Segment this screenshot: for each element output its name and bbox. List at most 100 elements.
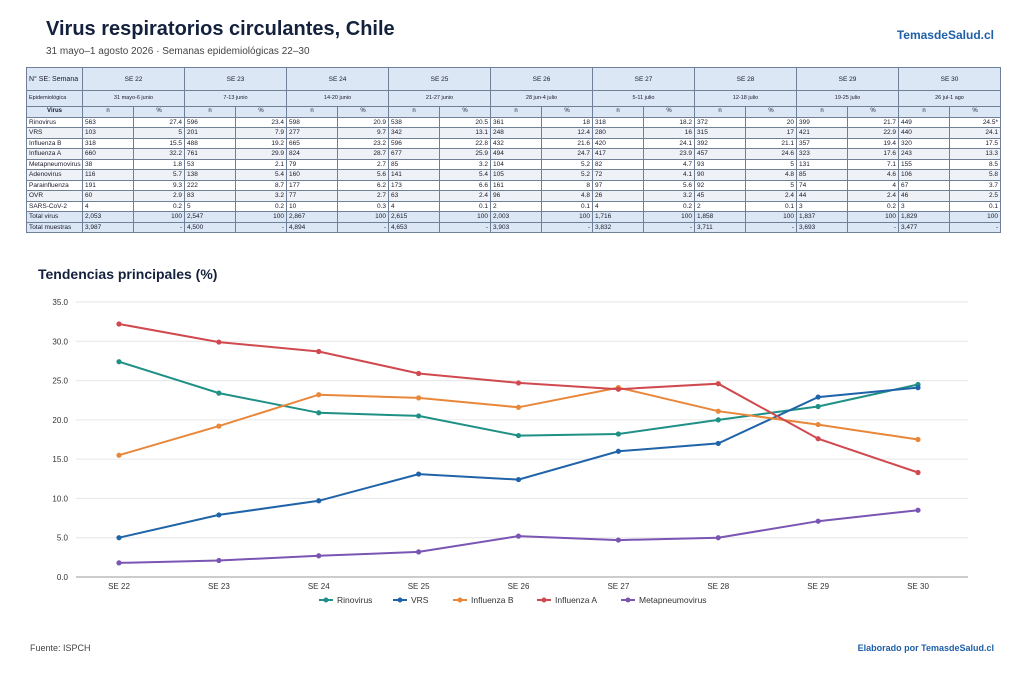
table-cell: 596 — [388, 137, 440, 149]
table-cell: 1,829 — [898, 211, 950, 223]
table-cell: 24.1 — [643, 137, 695, 149]
table-cell: 243 — [898, 148, 950, 160]
table-cell: 2.4 — [745, 190, 797, 202]
table-header-pct: % — [439, 106, 491, 118]
table-header-pct: % — [235, 106, 287, 118]
table-cell: 761 — [184, 148, 236, 160]
table-cell: 13.3 — [949, 148, 1001, 160]
table-cell: 5.6 — [643, 179, 695, 191]
table-cell: 24.7 — [541, 148, 593, 160]
table-cell: 2 — [694, 200, 746, 212]
table-cell: - — [643, 221, 695, 233]
table-header-week: SE 30 — [898, 67, 1001, 91]
table-cell: 440 — [898, 127, 950, 139]
table-cell: 105 — [490, 169, 542, 181]
table-cell: 320 — [898, 137, 950, 149]
table-cell: 4,894 — [286, 221, 338, 233]
page-subtitle: 31 mayo–1 agosto 2026 · Semanas epidemio… — [46, 46, 310, 57]
x-tick-label: SE 27 — [607, 582, 629, 591]
table-header-epi-label: Epidemiológica — [26, 90, 83, 107]
virus-name: VRS — [26, 127, 83, 139]
table-cell: 1.8 — [133, 158, 185, 170]
data-point — [116, 560, 122, 566]
table-header-pct: % — [847, 106, 899, 118]
table-cell: 104 — [490, 158, 542, 170]
table-cell: 100 — [337, 211, 389, 223]
table-header-pct: % — [643, 106, 695, 118]
table-cell: 0.2 — [847, 200, 899, 212]
table-header-virus-label: Virus — [26, 106, 83, 118]
virus-name: Rinovirus — [26, 116, 83, 128]
table-cell: 26 — [592, 190, 644, 202]
data-point — [615, 537, 621, 543]
table-row: Rinovirus 563 27.4 596 23.4 598 20.9 538 20.5 361… — [26, 116, 1001, 128]
table-cell: 0.2 — [235, 200, 287, 212]
table-header-week: SE 25 — [388, 67, 491, 91]
table-row: OVR 60 2.9 83 3.2 77 2.7 63 2.4 96 4.8 26 3.2 45 2.4 44… — [26, 190, 1001, 202]
y-tick-label: 25.0 — [52, 377, 68, 386]
data-point — [615, 448, 621, 454]
table-cell: 0.1 — [949, 200, 1001, 212]
table-cell: 660 — [82, 148, 134, 160]
table-cell: 100 — [949, 211, 1001, 223]
legend-marker — [457, 597, 463, 603]
data-point — [915, 469, 921, 476]
table-header-n: n — [694, 106, 746, 118]
data-point — [316, 410, 322, 416]
table-cell: 248 — [490, 127, 542, 139]
legend-marker — [323, 597, 329, 603]
table-cell: 7.9 — [235, 127, 287, 139]
table-cell: 100 — [745, 211, 797, 223]
table-cell: 3,832 — [592, 221, 644, 233]
table-cell: 18 — [541, 116, 593, 128]
data-point — [216, 557, 222, 564]
table-cell: 6.2 — [337, 179, 389, 191]
table-cell: 5.4 — [439, 169, 491, 181]
table-cell: 420 — [592, 137, 644, 149]
table-cell: 100 — [643, 211, 695, 223]
table-cell: 318 — [82, 137, 134, 149]
table-cell: 21.1 — [745, 137, 797, 149]
page-title: Virus respiratorios circulantes, Chile — [46, 18, 395, 40]
table-cell: 342 — [388, 127, 440, 139]
table-cell: - — [235, 221, 287, 233]
table-cell: 0.1 — [745, 200, 797, 212]
table-cell: 74 — [796, 179, 848, 191]
table-cell: 315 — [694, 127, 746, 139]
table-cell: 25.9 — [439, 148, 491, 160]
legend-label: Metapneumovirus — [639, 595, 707, 605]
table-cell: 1,716 — [592, 211, 644, 223]
table-cell: 824 — [286, 148, 338, 160]
table-cell: 4 — [847, 179, 899, 191]
table-cell: - — [847, 221, 899, 233]
table-cell: 4,500 — [184, 221, 236, 233]
x-tick-label: SE 23 — [208, 582, 230, 591]
table-cell: 15.5 — [133, 137, 185, 149]
table-header-dates: 7-13 junio — [184, 90, 287, 107]
table-cell: 19.4 — [847, 137, 899, 149]
table-cell: 13.1 — [439, 127, 491, 139]
table-cell: 38 — [82, 158, 134, 170]
data-point — [515, 404, 522, 410]
table-cell: 5.2 — [541, 169, 593, 181]
table-cell: 21.6 — [541, 137, 593, 149]
table-cell: 494 — [490, 148, 542, 160]
table-cell: 0.2 — [133, 200, 185, 212]
table-cell: 4.8 — [541, 190, 593, 202]
virus-name: Metapneumovirus — [26, 158, 83, 170]
table-cell: 85 — [388, 158, 440, 170]
y-tick-label: 15.0 — [52, 455, 68, 464]
table-cell: 16 — [643, 127, 695, 139]
table-cell: 432 — [490, 137, 542, 149]
virus-table-container: N° SE: Semana SE 22 SE 23 SE 24 SE 25 SE 26 SE… — [26, 67, 1001, 233]
x-tick-label: SE 24 — [308, 582, 330, 591]
table-cell: 3,711 — [694, 221, 746, 233]
table-cell: 131 — [796, 158, 848, 170]
data-point — [515, 432, 522, 439]
data-point — [216, 423, 222, 429]
table-header-n: n — [490, 106, 542, 118]
table-cell: 20.9 — [337, 116, 389, 128]
data-point — [416, 471, 422, 477]
data-point — [615, 386, 621, 392]
data-point — [416, 370, 422, 377]
